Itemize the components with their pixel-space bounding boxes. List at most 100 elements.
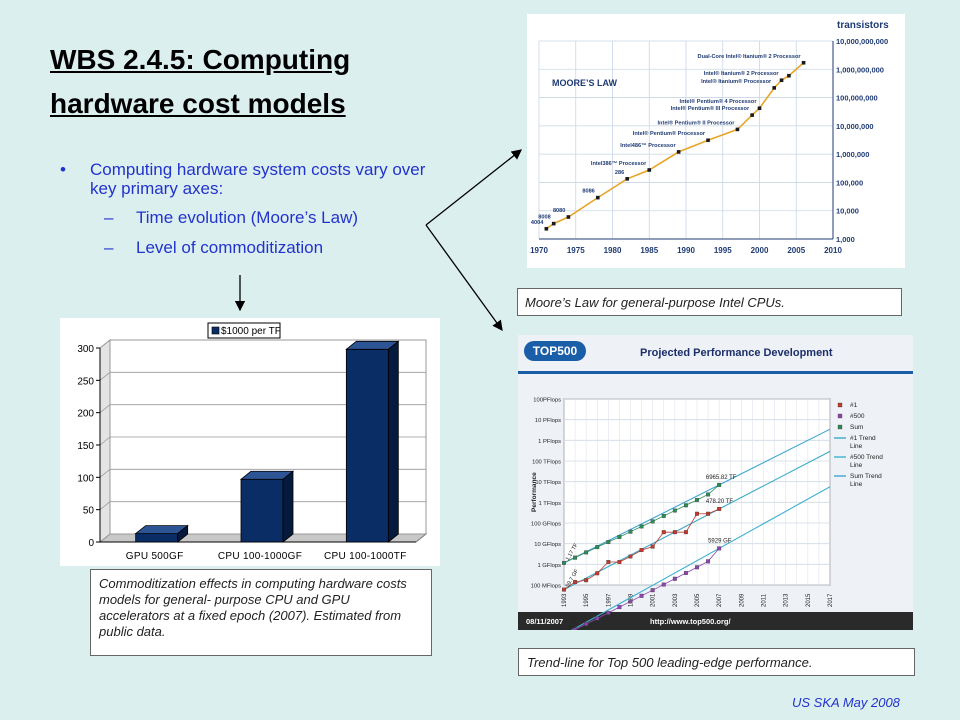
series-marker	[573, 580, 578, 584]
series-marker	[650, 588, 655, 593]
y-gridline	[99, 371, 426, 381]
y-tick-label: 10,000	[836, 207, 859, 216]
legend-label: Line	[850, 481, 863, 488]
x-tick-label: 1997	[606, 593, 612, 607]
x-tick-label: 2005	[787, 246, 805, 255]
moore-data-point	[757, 106, 762, 111]
moore-data-point	[750, 113, 754, 117]
y-tick-label: 1,000	[836, 235, 855, 244]
processor-label: Intel® Itanium® Processor	[701, 78, 772, 85]
processor-label: Intel486™ Processor	[620, 143, 676, 149]
moore-title: MOORE’S LAW	[552, 78, 618, 88]
y-tick-label: 1 TFlops	[539, 501, 562, 507]
legend-label: Sum	[850, 424, 863, 431]
processor-label: Intel® Pentium® Processor	[633, 130, 706, 137]
series-marker	[695, 565, 699, 570]
x-tick-label: 2017	[828, 593, 834, 607]
series-marker	[683, 503, 688, 508]
bullet-item: • Computing hardware system costs vary o…	[60, 160, 430, 198]
moore-data-point	[735, 127, 740, 132]
top500-header-rule	[518, 371, 913, 374]
y-gridline	[99, 339, 426, 349]
series-marker	[617, 605, 622, 610]
series-marker	[717, 482, 722, 487]
top500-panel: TOP500 Projected Performance Development 0…	[518, 335, 913, 637]
y-gridline	[99, 436, 426, 446]
series-marker	[639, 524, 644, 529]
y-tick-label: 10,000,000,000	[836, 37, 888, 46]
y-tick-label: 0	[88, 538, 94, 549]
processor-label: 8086	[582, 189, 594, 195]
x-tick-label: 1985	[640, 246, 658, 255]
moore-caption: Moore’s Law for general-purpose Intel CP…	[517, 288, 902, 316]
x-tick-label: CPU 100-1000GF	[218, 551, 302, 562]
y-tick-label: 200	[77, 409, 94, 420]
moore-data-point	[772, 86, 776, 90]
x-tick-label: 2013	[784, 593, 790, 607]
bar-side	[177, 524, 189, 543]
series-marker	[584, 550, 589, 555]
moore-data-point	[706, 138, 710, 143]
bar-side	[282, 470, 294, 543]
series-marker	[606, 610, 611, 615]
y-tick-label: 1 PFlops	[538, 439, 561, 445]
top500-logo: TOP500	[533, 344, 578, 358]
series-marker	[650, 544, 655, 549]
series-marker	[628, 599, 633, 604]
series-marker	[650, 519, 655, 524]
x-tick-label: 2010	[824, 246, 842, 255]
legend-label: #1	[850, 402, 858, 409]
series-marker	[706, 559, 711, 564]
bar	[240, 478, 284, 543]
top500-footer-bg	[518, 612, 913, 630]
series-marker	[584, 622, 589, 626]
series-marker	[573, 627, 578, 632]
x-tick-label: CPU 100-1000TF	[324, 551, 407, 562]
series-marker	[695, 511, 699, 516]
series-marker	[672, 530, 677, 535]
x-tick-label: 1990	[677, 246, 695, 255]
y-tick-label: 100,000,000	[836, 94, 878, 103]
legend-label: Sum Trend	[850, 473, 882, 480]
series-marker	[717, 546, 722, 551]
moore-data-point	[647, 168, 652, 172]
top500-logo-badge	[524, 341, 586, 361]
x-tick-label: 2000	[751, 246, 769, 255]
series-marker	[606, 540, 611, 544]
y-tick-label: 1,000,000	[836, 150, 869, 159]
moore-data-point	[779, 78, 784, 83]
processor-label: Intel® Pentium® 4 Processor	[680, 98, 758, 105]
y-tick-label: 100 TFlops	[532, 460, 561, 466]
sub-bullet-item: – Level of commoditization	[60, 238, 430, 258]
x-tick-label: 2003	[673, 593, 679, 607]
y-gridline	[99, 501, 426, 510]
x-tick-label: 2011	[762, 593, 768, 607]
x-tick-label: 1995	[584, 593, 590, 607]
sub-bullet-text: Time evolution (Moore’s Law)	[136, 208, 359, 227]
y-gridline	[99, 468, 426, 478]
series-marker	[595, 545, 600, 550]
series-marker	[672, 508, 677, 513]
arrow-to-moore	[425, 149, 523, 226]
top500-footer-url: http://www.top500.org/	[650, 617, 731, 626]
legend-label: Line	[850, 462, 863, 469]
y-tick-label: 100PFlops	[533, 398, 561, 404]
x-tick-label: 2001	[651, 593, 657, 607]
legend-label: Line	[850, 443, 863, 450]
moore-data-point	[566, 215, 571, 219]
processor-label: Intel® Itanium® 2 Processor	[704, 70, 780, 77]
y-tick-label: 1 GFlops	[537, 563, 561, 569]
top500-ylabel: Performance	[531, 472, 538, 512]
trend-line	[563, 486, 831, 636]
moore-data-point	[801, 60, 806, 65]
value-annotation: 478.20 TF	[706, 499, 734, 505]
y-tick-label: 10,000,000	[836, 122, 874, 131]
legend-label: #500 Trend	[850, 454, 883, 461]
legend-swatch	[211, 326, 220, 335]
legend-marker	[837, 402, 843, 408]
series-marker	[639, 593, 644, 598]
y-tick-label: 100	[77, 473, 94, 484]
commoditization-caption: Commoditization effects in computing har…	[90, 569, 432, 656]
y-tick-label: 250	[77, 376, 94, 387]
